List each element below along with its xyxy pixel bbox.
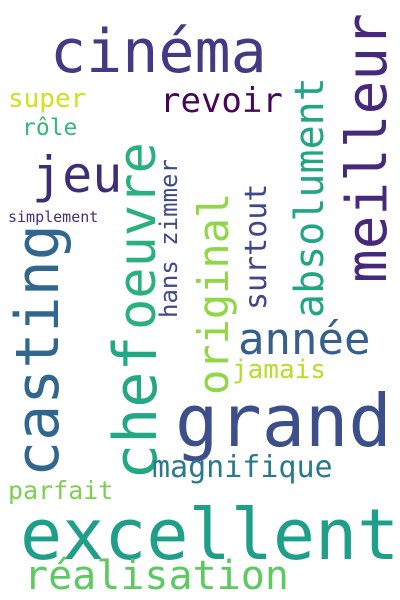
word-realisation: réalisation — [24, 553, 289, 599]
word-casting: casting — [3, 224, 73, 477]
word-grand: grand — [175, 379, 392, 463]
word-hans-zimmer: hans zimmer — [155, 159, 183, 318]
word-surtout: surtout — [239, 183, 274, 310]
word-simplement: simplement — [8, 208, 99, 226]
word-excellent: excellent — [20, 494, 400, 576]
word-cinema: cinéma — [50, 17, 267, 87]
word-role: rôle — [22, 115, 78, 141]
word-jeu: jeu — [32, 146, 123, 204]
word-absolument: absolument — [287, 77, 333, 318]
word-parfait: parfait — [8, 476, 114, 505]
word-original: original — [189, 192, 238, 395]
word-revoir: revoir — [160, 81, 283, 121]
word-magnifique: magnifique — [152, 450, 333, 485]
word-jamais: jamais — [232, 355, 326, 385]
word-meilleur: meilleur — [335, 13, 400, 283]
word-super: super — [8, 84, 87, 114]
word-annee: année — [238, 314, 371, 365]
